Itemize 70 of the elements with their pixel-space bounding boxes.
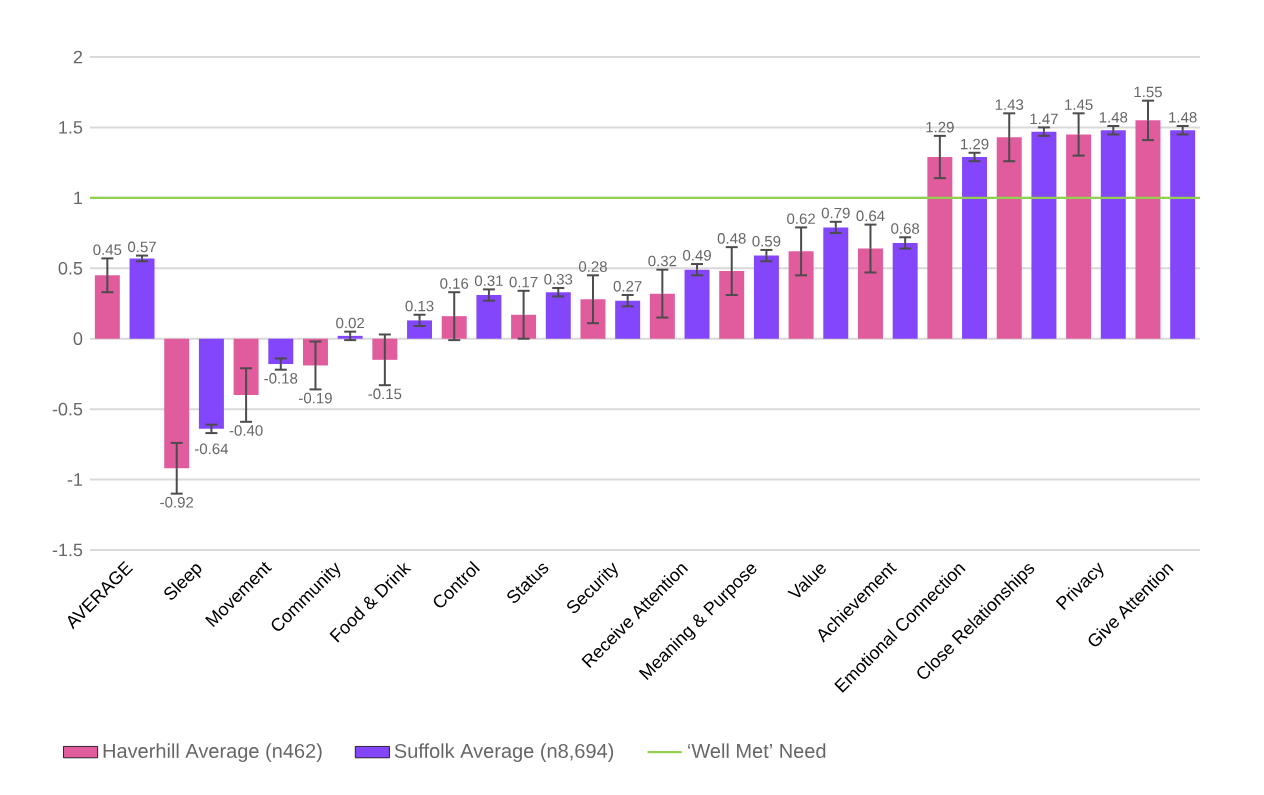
bar (684, 269, 710, 339)
data-label: -0.40 (229, 425, 263, 436)
bar (164, 338, 190, 469)
bar (1170, 130, 1196, 339)
data-label: 0.33 (544, 273, 573, 285)
data-label: 0.27 (613, 281, 642, 292)
data-label: 0.57 (128, 241, 156, 253)
bar (996, 137, 1022, 339)
bar (268, 338, 294, 365)
data-label: 0.49 (683, 250, 711, 261)
bar (753, 255, 779, 339)
y-tick-label: -1.5 (52, 543, 83, 557)
data-label: 1.55 (1134, 86, 1162, 98)
data-label: 0.28 (578, 261, 607, 272)
data-label: 0.02 (336, 317, 364, 329)
bar (1100, 130, 1126, 339)
data-label: -0.92 (160, 497, 194, 508)
data-label: -0.64 (194, 443, 229, 455)
bar (788, 251, 814, 339)
legend-label: Haverhill Average (n462) (103, 743, 322, 762)
y-tick-label: 0 (73, 332, 83, 346)
data-label: 0.79 (821, 207, 850, 219)
data-label: 0.48 (717, 233, 746, 244)
bar (337, 335, 363, 339)
data-label: 0.62 (787, 213, 815, 225)
y-tick-label: -0.5 (52, 402, 83, 416)
data-label: 0.13 (405, 300, 434, 312)
data-label: 0.68 (891, 223, 920, 234)
bar (857, 248, 883, 339)
bar (719, 271, 745, 339)
data-label: 0.59 (752, 235, 781, 247)
bar (892, 242, 918, 339)
y-tick-label: 2 (73, 50, 83, 64)
bar (1066, 134, 1092, 339)
data-label: -0.15 (368, 388, 402, 400)
bar (476, 295, 502, 339)
data-label: 1.29 (926, 121, 954, 133)
data-label: 0.31 (474, 275, 503, 287)
bar (372, 338, 398, 360)
bar (1031, 131, 1057, 339)
y-tick-label: 1 (74, 191, 83, 205)
data-label: 0.16 (440, 278, 469, 289)
data-label: 1.43 (995, 99, 1024, 110)
data-label: 0.64 (856, 210, 885, 222)
data-label: 0.17 (509, 276, 538, 288)
data-label: 1.45 (1065, 99, 1093, 110)
data-label: -0.18 (264, 373, 298, 384)
bar (129, 258, 155, 339)
bar (962, 156, 988, 339)
bar (94, 275, 120, 339)
data-label: 1.48 (1099, 111, 1128, 123)
bar (1135, 120, 1161, 339)
bar (927, 156, 953, 339)
bar (823, 227, 849, 339)
bar (407, 320, 433, 339)
data-label: 1.48 (1169, 111, 1197, 123)
bar (615, 300, 641, 339)
data-label: 1.29 (961, 138, 989, 150)
data-label: 0.32 (648, 255, 677, 267)
bar (233, 338, 259, 396)
y-tick-label: 0.5 (58, 261, 83, 275)
data-label: 1.47 (1030, 113, 1058, 125)
y-tick-label: 1.5 (59, 121, 83, 134)
bar (198, 338, 224, 429)
y-tick-label: -1 (67, 473, 83, 486)
data-label: 0.45 (93, 244, 122, 256)
legend-label: Suffolk Average (n8,694) (394, 743, 614, 762)
legend-label: ‘Well Met’ Need (688, 743, 826, 759)
bar (545, 292, 571, 339)
data-label: -0.19 (299, 392, 332, 404)
